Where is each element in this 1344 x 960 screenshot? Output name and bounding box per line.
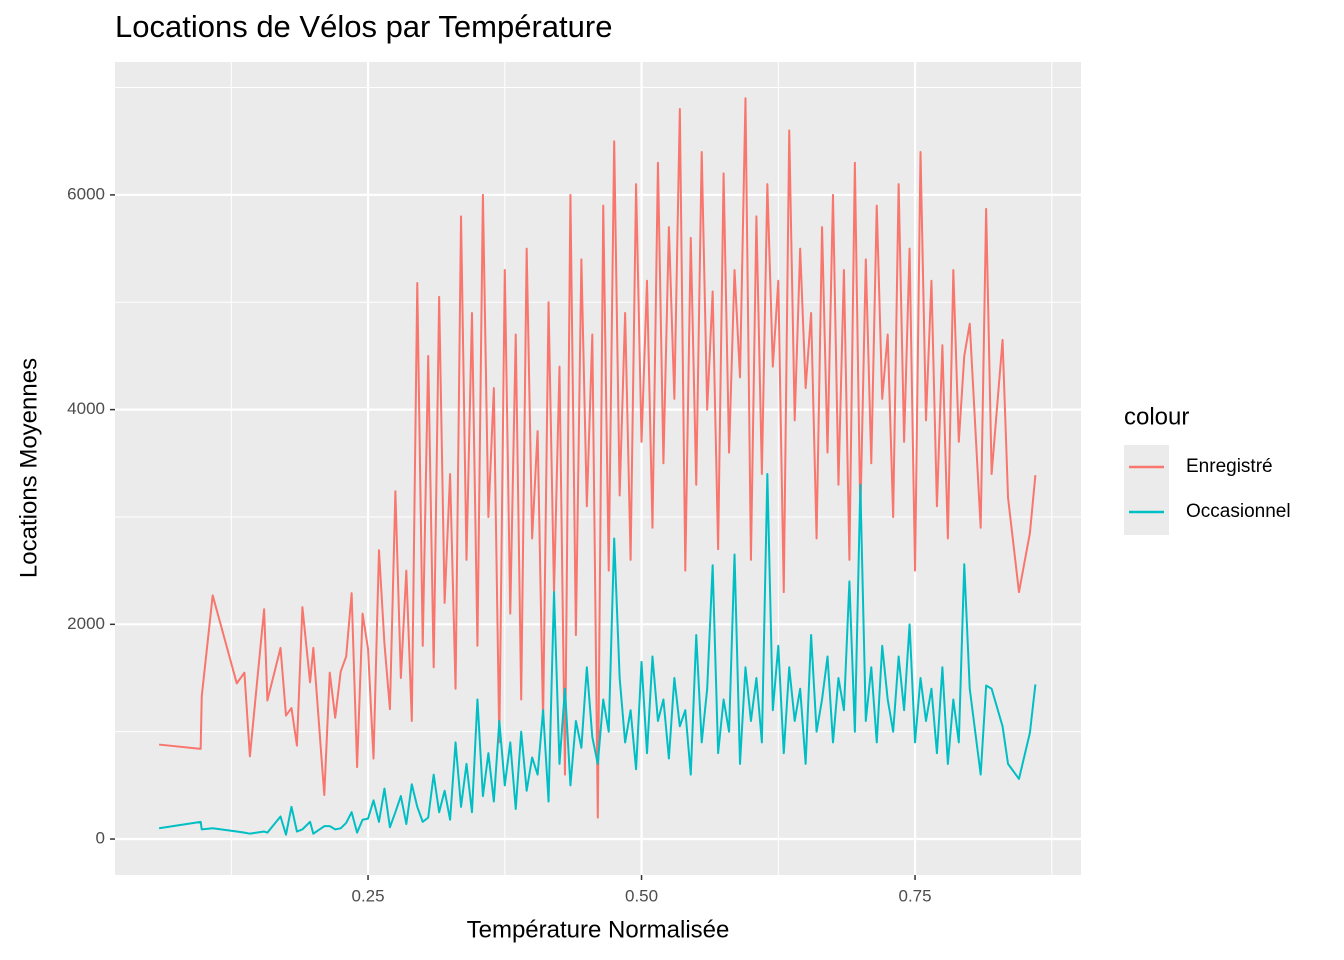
y-tick-label: 4000 (67, 399, 105, 418)
chart-title: Locations de Vélos par Température (115, 9, 612, 44)
legend-label: Occasionnel (1186, 501, 1291, 522)
series-line (158, 97, 1037, 819)
y-tick-label: 0 (96, 829, 105, 848)
legend-label: Enregistré (1186, 456, 1273, 477)
x-axis-title: Température Normalisée (467, 916, 730, 943)
y-axis-title: Locations Moyennes (15, 358, 42, 578)
x-tick-label: 0.50 (625, 886, 658, 905)
y-tick-label: 6000 (67, 184, 105, 203)
series-line (158, 473, 1037, 836)
x-tick-label: 0.25 (351, 886, 384, 905)
x-tick-label: 0.75 (898, 886, 931, 905)
legend-title: colour (1124, 403, 1189, 430)
y-tick-label: 2000 (67, 614, 105, 633)
